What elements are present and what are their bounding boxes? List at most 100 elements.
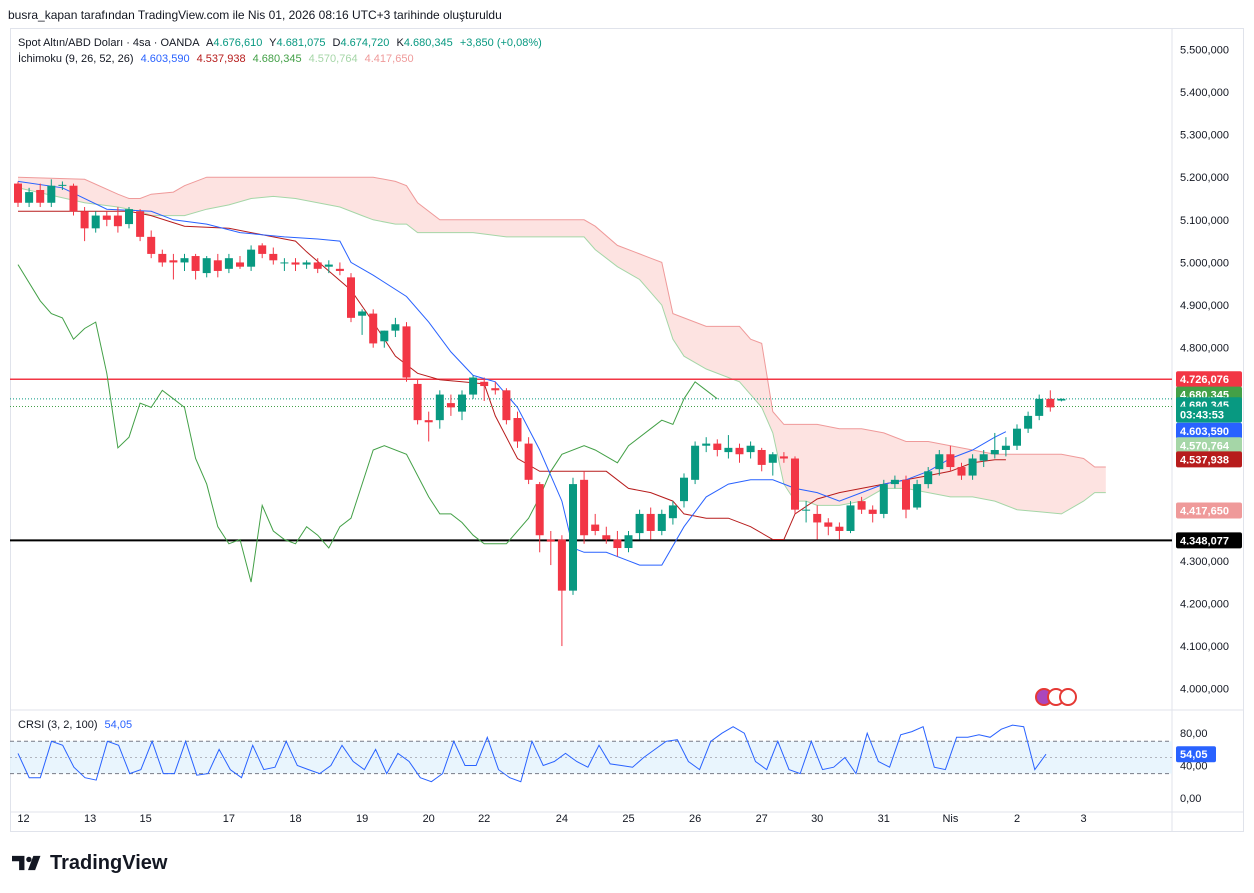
- candle: [857, 496, 866, 514]
- candle-body: [136, 211, 145, 237]
- candle: [569, 477, 577, 595]
- candle-body: [569, 484, 577, 591]
- candle-body: [224, 258, 233, 269]
- crsi-tag-bg: [1176, 746, 1216, 763]
- candle-body: [369, 313, 378, 344]
- tradingview-logo[interactable]: TradingView: [12, 850, 167, 876]
- symbol-label[interactable]: Spot Altın/ABD Doları · 4sa · OANDA: [18, 37, 200, 49]
- x-tick-label: 30: [811, 813, 823, 825]
- candle: [990, 432, 999, 459]
- candle: [913, 479, 922, 510]
- x-tick-label: 12: [17, 813, 29, 825]
- candle: [502, 388, 511, 425]
- candle-body: [91, 215, 100, 229]
- candle-body: [480, 381, 489, 387]
- ichimoku-spanA-value: 4.570,764: [308, 53, 358, 65]
- ichimoku-conversion-line: [17, 180, 1007, 566]
- candle-body: [1013, 428, 1021, 446]
- candle: [802, 501, 811, 523]
- price-tag: 4.537,938: [1176, 451, 1242, 468]
- y-tick-label: 5.100,000: [1180, 215, 1229, 227]
- candle-body: [1035, 398, 1044, 416]
- price-tag-bg: [1176, 371, 1242, 388]
- price-tag-label: 4.726,076: [1180, 374, 1229, 386]
- candle: [258, 243, 267, 259]
- x-tick-label: 25: [622, 813, 634, 825]
- candle-body: [1057, 398, 1066, 401]
- candle-body: [391, 324, 400, 331]
- candle: [613, 530, 622, 557]
- x-tick-label: 13: [84, 813, 96, 825]
- x-tick-label: 3: [1081, 813, 1087, 825]
- candle: [1024, 411, 1033, 433]
- ichimoku-label[interactable]: İchimoku (9, 26, 52, 26): [18, 53, 134, 65]
- candle: [835, 522, 844, 540]
- candle: [580, 471, 589, 544]
- crsi-tick-label: 40,00: [1180, 761, 1208, 773]
- candle-body: [935, 454, 944, 470]
- candle: [380, 330, 389, 348]
- candle: [69, 183, 78, 216]
- candle: [302, 260, 311, 269]
- candle: [657, 509, 666, 536]
- candle: [591, 513, 600, 536]
- candle-body: [924, 471, 933, 485]
- candle: [480, 377, 489, 401]
- candle: [791, 456, 799, 514]
- price-legend-row: Spot Altın/ABD Doları · 4sa · OANDA A4.6…: [18, 35, 546, 51]
- y-tick-label: 4.100,000: [1180, 641, 1229, 653]
- candle: [180, 253, 189, 271]
- candle: [25, 187, 34, 208]
- x-tick-label: 20: [423, 813, 435, 825]
- candle-body: [202, 258, 211, 274]
- price-tag-bg: [1176, 422, 1242, 439]
- candle-body: [169, 260, 178, 263]
- price-tag: 03:43:53: [1176, 406, 1242, 423]
- candle: [47, 179, 56, 208]
- ichimoku-span-b-line: [17, 176, 1106, 468]
- candle-body: [546, 539, 555, 542]
- candle-body: [358, 311, 367, 316]
- crsi-value-tag: 54,05: [1176, 746, 1216, 763]
- candle: [391, 317, 400, 338]
- crsi-tick-label: 80,00: [1180, 728, 1208, 740]
- candle-body: [580, 479, 589, 536]
- crsi-label[interactable]: CRSI (3, 2, 100): [18, 719, 98, 731]
- candle-body: [413, 383, 422, 421]
- candle: [1013, 424, 1021, 450]
- candle-body: [247, 249, 256, 267]
- candle: [224, 253, 233, 274]
- candle: [413, 379, 422, 425]
- price-tag-label: 4.537,938: [1180, 454, 1229, 466]
- candle: [902, 475, 910, 519]
- y-tick-label: 4.000,000: [1180, 684, 1229, 696]
- candle-body: [702, 443, 711, 446]
- candle-body: [258, 245, 267, 254]
- candle: [513, 411, 522, 448]
- x-tick-label: 26: [689, 813, 701, 825]
- candle: [557, 535, 566, 647]
- candle-body: [524, 443, 533, 480]
- candle-body: [125, 209, 133, 225]
- ohlc-high: Y4.681,075: [269, 37, 326, 49]
- candle-body: [180, 258, 189, 263]
- candle-body: [1024, 415, 1033, 429]
- price-tag-bg: [1176, 437, 1242, 454]
- chart-caption: busra_kapan tarafından TradingView.com i…: [8, 8, 502, 22]
- candle-body: [746, 445, 755, 453]
- ohlc-low: D4.674,720: [332, 37, 390, 49]
- candle-body: [635, 513, 644, 534]
- candle: [202, 256, 211, 278]
- candle-body: [768, 454, 777, 463]
- candle-body: [435, 394, 444, 421]
- candle: [58, 181, 67, 190]
- candle: [1001, 437, 1010, 457]
- candle: [979, 449, 988, 468]
- price-tag: 4.417,650: [1176, 502, 1242, 519]
- candle-body: [1046, 398, 1055, 408]
- candle: [602, 526, 611, 544]
- ichimoku-base-value: 4.537,938: [196, 53, 246, 65]
- candle-body: [835, 526, 844, 531]
- y-tick-label: 5.300,000: [1180, 130, 1229, 142]
